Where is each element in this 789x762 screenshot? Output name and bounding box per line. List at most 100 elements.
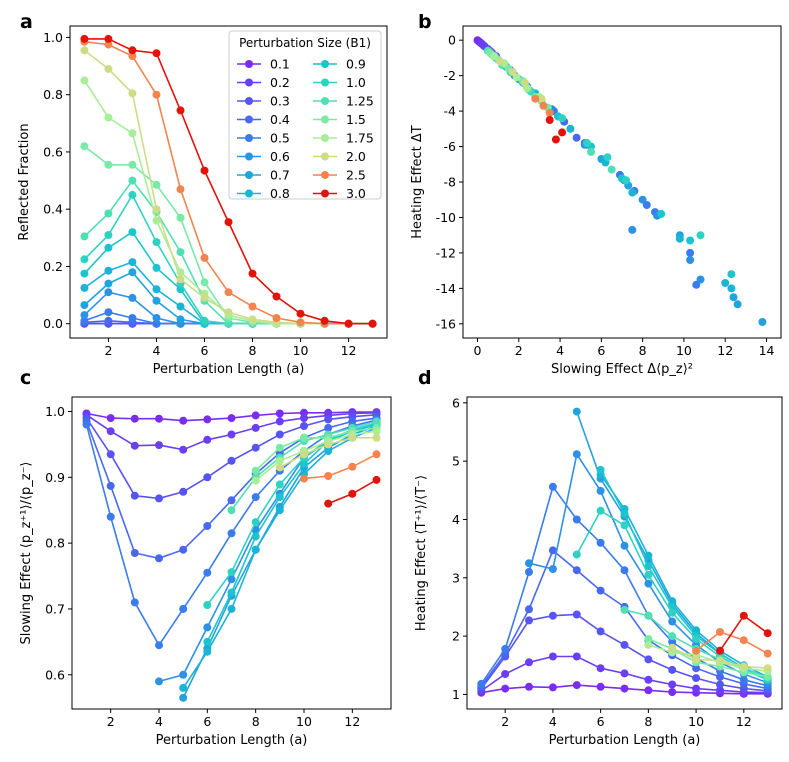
data-point [203, 415, 212, 424]
data-point [548, 482, 557, 491]
legend-marker [321, 97, 329, 105]
legend-label: 0.1 [270, 57, 290, 72]
y-tick-label: -12 [436, 245, 456, 260]
x-tick-label: 8 [249, 343, 257, 358]
data-point [106, 414, 115, 423]
data-point [324, 415, 333, 424]
data-point [179, 545, 188, 554]
data-point [152, 238, 161, 247]
data-point [130, 414, 139, 423]
data-point [251, 476, 260, 485]
data-point [692, 655, 701, 664]
data-point [320, 316, 329, 325]
data-point [348, 462, 357, 471]
data-point [300, 422, 308, 430]
data-point [596, 465, 605, 474]
data-point [300, 474, 308, 483]
data-point [572, 133, 581, 142]
data-point [692, 674, 701, 683]
data-point [179, 604, 188, 613]
data-point [128, 228, 137, 237]
data-point [596, 627, 605, 636]
legend-marker [321, 115, 329, 124]
data-point [716, 686, 724, 695]
data-point [582, 139, 591, 147]
data-point [179, 445, 188, 454]
legend-entry: 0.7 [237, 168, 290, 183]
data-point [496, 57, 505, 66]
data-point [620, 669, 629, 678]
data-point [128, 129, 137, 138]
data-point [82, 420, 91, 429]
legend-marker [321, 134, 329, 142]
data-point [525, 605, 533, 614]
series-0.1 [477, 681, 772, 698]
series-line [719, 614, 769, 652]
data-point [763, 629, 772, 638]
data-point [130, 441, 139, 450]
data-point [104, 34, 113, 43]
data-point [763, 649, 772, 658]
legend-marker [245, 171, 253, 179]
data-point [572, 652, 581, 661]
data-point [179, 670, 188, 679]
data-point [508, 68, 517, 77]
data-point [696, 275, 705, 284]
legend-label: 0.4 [270, 112, 290, 127]
y-tick-label: 1.0 [43, 30, 63, 45]
data-point [104, 288, 113, 297]
data-point [596, 486, 605, 495]
data-point [275, 443, 284, 452]
legend-label: 0.7 [270, 168, 290, 183]
data-point [152, 205, 161, 214]
data-point [620, 566, 629, 575]
data-point [128, 89, 137, 98]
data-point [545, 116, 554, 124]
data-point [104, 316, 113, 325]
data-point [80, 232, 89, 241]
data-point [548, 683, 557, 692]
data-point [104, 231, 113, 239]
data-point [716, 646, 724, 655]
plot-area [80, 34, 377, 328]
x-tick-label: 12 [736, 714, 752, 729]
legend-entry: 0.3 [237, 94, 290, 109]
y-tick-label: 0.9 [45, 470, 65, 485]
data-point [227, 568, 236, 577]
y-tick-label: 0 [448, 33, 456, 48]
legend-label: 0.8 [270, 186, 290, 201]
data-point [644, 640, 653, 649]
data-point [324, 472, 333, 480]
data-point [668, 688, 677, 697]
data-point [275, 506, 284, 515]
data-point [644, 611, 653, 620]
data-point [296, 309, 305, 318]
data-point [572, 610, 581, 619]
data-point [548, 611, 557, 620]
x-tick-label: 6 [201, 343, 209, 358]
data-point [155, 677, 163, 686]
x-tick-label: 4 [155, 714, 163, 729]
data-point [200, 166, 209, 175]
x-tick-label: 4 [152, 343, 160, 358]
data-point [739, 611, 748, 620]
data-point [727, 284, 736, 293]
y-tick-label: 0.7 [45, 601, 65, 616]
y-tick-label: -14 [436, 281, 456, 296]
series-2.0 [275, 433, 381, 472]
y-tick-label: 4 [452, 512, 460, 527]
data-point [152, 180, 161, 189]
legend-entry: 0.9 [313, 57, 366, 72]
data-point [227, 604, 236, 613]
data-point [227, 529, 236, 538]
x-axis-label: Slowing Effect Δ⟨p_z⟩² [551, 362, 693, 377]
data-point [668, 680, 677, 689]
data-point [248, 315, 257, 324]
data-point [80, 283, 89, 292]
data-point [739, 636, 748, 645]
data-point [251, 518, 260, 527]
data-point [300, 433, 308, 442]
legend-marker [245, 97, 253, 105]
data-point [200, 253, 209, 262]
data-point [525, 559, 533, 568]
